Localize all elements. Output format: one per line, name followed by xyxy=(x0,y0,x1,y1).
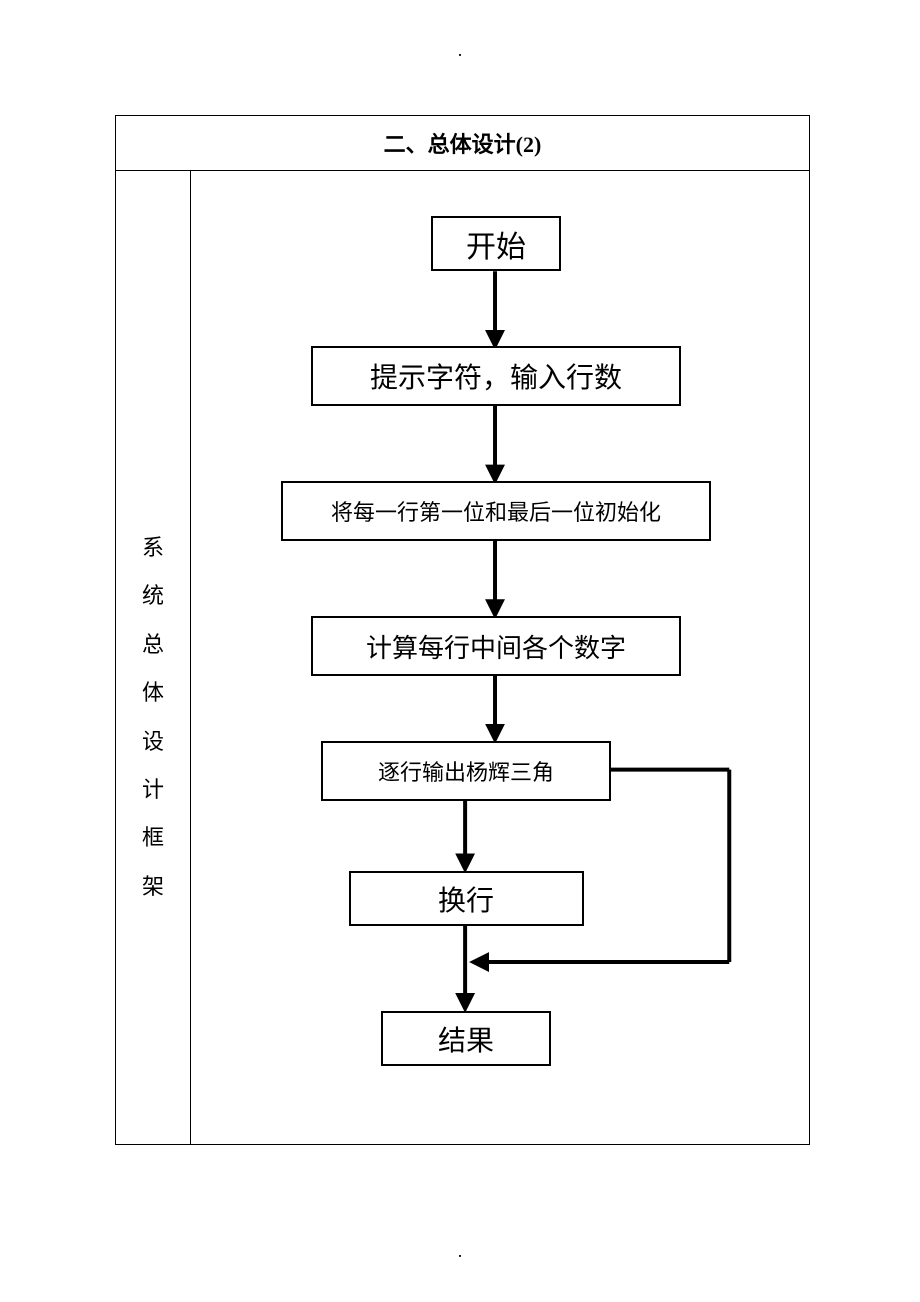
flow-node-calc: 计算每行中间各个数字 xyxy=(311,616,681,676)
header-title: 二、总体设计(2) xyxy=(384,127,542,159)
page-body: 系统总体设计框架 开始提示字符，输入行数将每一行第一位和最后一位初始化计算每行中… xyxy=(116,171,809,1144)
section-header: 二、总体设计(2) xyxy=(116,116,809,171)
sidebar-char: 框 xyxy=(142,814,164,862)
flow-node-start: 开始 xyxy=(431,216,561,271)
sidebar-char: 总 xyxy=(142,621,164,669)
page-dot-top: . xyxy=(458,40,463,61)
sidebar-char: 架 xyxy=(142,863,164,911)
flow-node-newline: 换行 xyxy=(349,871,584,926)
flowchart-canvas: 开始提示字符，输入行数将每一行第一位和最后一位初始化计算每行中间各个数字逐行输出… xyxy=(191,171,809,1144)
flow-node-output: 逐行输出杨辉三角 xyxy=(321,741,611,801)
sidebar-char: 设 xyxy=(142,718,164,766)
sidebar-char: 系 xyxy=(142,524,164,572)
page-dot-bottom: . xyxy=(458,1241,463,1262)
flow-node-result: 结果 xyxy=(381,1011,551,1066)
sidebar-char: 计 xyxy=(142,766,164,814)
sidebar-label: 系统总体设计框架 xyxy=(116,171,191,1144)
sidebar-char: 体 xyxy=(142,669,164,717)
flow-node-prompt: 提示字符，输入行数 xyxy=(311,346,681,406)
sidebar-char: 统 xyxy=(142,572,164,620)
flow-node-init: 将每一行第一位和最后一位初始化 xyxy=(281,481,711,541)
page-frame: 二、总体设计(2) 系统总体设计框架 开始提示字符，输入行数将每一行第一位和最后… xyxy=(115,115,810,1145)
